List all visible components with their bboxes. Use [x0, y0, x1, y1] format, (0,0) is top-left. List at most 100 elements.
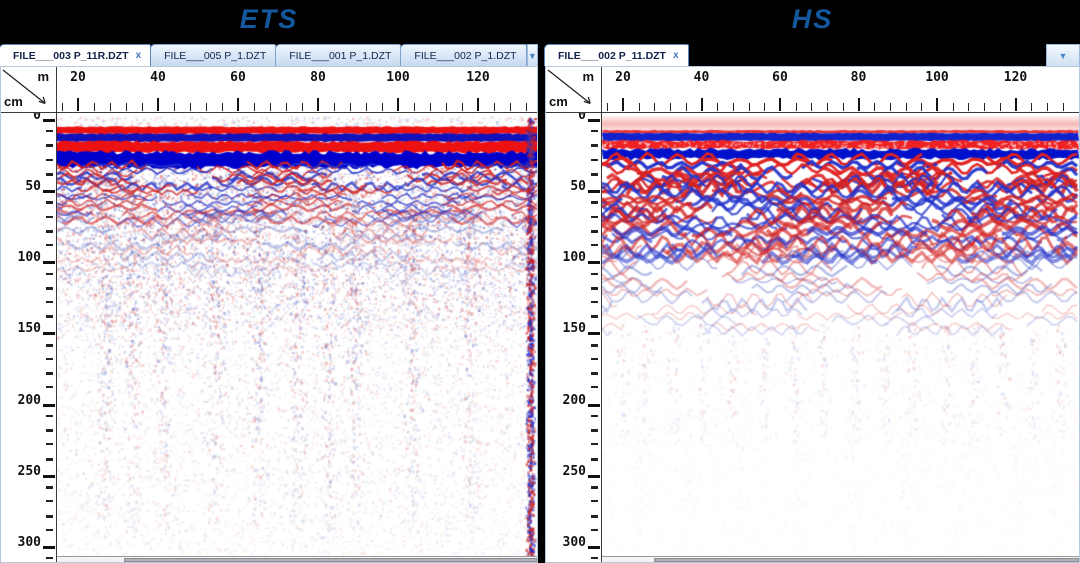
radargram-view-ets[interactable] [57, 113, 537, 556]
ruler-tick [796, 103, 797, 111]
ruler-tick [591, 358, 598, 360]
ruler-tick [46, 443, 53, 445]
ruler-tick [110, 103, 111, 111]
ruler-tick [43, 546, 55, 549]
ruler-tick [414, 103, 415, 111]
ruler-tick [46, 130, 53, 132]
ruler-tick [157, 98, 159, 111]
ruler-tick [1031, 103, 1032, 111]
ruler-tick [94, 103, 95, 111]
ruler-tick [46, 230, 53, 233]
tab-menu-dropdown-icon[interactable]: ▼ [1046, 44, 1080, 66]
ruler-tick [430, 103, 431, 111]
tabbar-spacer [689, 44, 1046, 66]
ruler-tick [843, 103, 844, 111]
ruler-tick [588, 475, 600, 478]
tab-file-005[interactable]: FILE___005 P_1.DZT [150, 44, 276, 66]
ruler-tick [510, 103, 511, 111]
ruler-tick [874, 103, 875, 111]
ruler-tick [1047, 103, 1048, 111]
h-ruler-label: 40 [694, 70, 710, 85]
ruler-tick [46, 159, 53, 161]
ruler-tick [717, 103, 718, 111]
close-icon[interactable]: x [136, 50, 142, 61]
horizontal-scrollbar[interactable] [57, 556, 537, 562]
ruler-tick [302, 103, 303, 111]
v-ruler-label: 50 [570, 179, 586, 194]
tab-file-001[interactable]: FILE___001 P_1.DZT [275, 44, 401, 66]
close-icon[interactable]: x [673, 50, 679, 61]
scrollbar-thumb[interactable] [654, 558, 1079, 562]
ruler-tick [779, 98, 781, 111]
ruler-tick [591, 429, 598, 432]
scrollbar-thumb[interactable] [124, 558, 537, 562]
ruler-tick [984, 103, 985, 111]
vertical-ruler: 050100150200250300 [546, 113, 602, 562]
ruler-tick [286, 103, 287, 111]
ruler-tick [494, 103, 495, 111]
ruler-tick [43, 119, 55, 122]
ruler-tick [46, 486, 53, 489]
ruler-tick [46, 273, 53, 275]
ruler-tick [43, 190, 55, 193]
ruler-tick [701, 98, 703, 111]
ruler-tick [46, 386, 53, 388]
h-ruler-label: 120 [1004, 70, 1027, 85]
radargram-canvas[interactable] [57, 113, 537, 556]
ruler-tick [622, 98, 624, 111]
viewer-content: m cm 20406080100120 050100150200250300 [545, 66, 1080, 563]
ruler-tick [591, 315, 598, 318]
ruler-tick [591, 415, 598, 417]
ruler-tick [190, 103, 191, 111]
horizontal-ruler: 20406080100120 [602, 67, 1079, 113]
ruler-tick [46, 301, 53, 303]
ruler-tick [350, 103, 351, 111]
ruler-tick [397, 98, 399, 111]
ruler-tick [591, 486, 598, 489]
ruler-tick [591, 458, 598, 461]
ruler-tick [953, 103, 954, 111]
tab-menu-dropdown-icon[interactable]: ▼ [527, 44, 538, 66]
ruler-tick [46, 287, 53, 290]
h-ruler-label: 60 [230, 70, 246, 85]
tab-file-003[interactable]: FILE___003 P_11R.DZT x [0, 44, 151, 66]
ruler-tick [237, 98, 239, 111]
v-ruler-label: 200 [563, 393, 586, 408]
h-ruler-unit-label: m [582, 69, 594, 84]
horizontal-scrollbar[interactable] [602, 556, 1079, 562]
ruler-tick [906, 103, 907, 111]
v-ruler-label: 150 [18, 321, 41, 336]
ruler-tick [890, 103, 891, 111]
h-ruler-label: 20 [70, 70, 86, 85]
radargram-view-hs[interactable] [602, 113, 1079, 556]
ruler-tick [827, 103, 828, 111]
ruler-tick [588, 404, 600, 407]
ruler-tick [936, 98, 938, 111]
v-ruler-label: 300 [563, 535, 586, 550]
tab-file-002-p11[interactable]: FILE___002 P_11.DZT x [544, 44, 689, 66]
ruler-tick [749, 103, 750, 111]
ruler-tick [446, 103, 447, 111]
vertical-ruler: 050100150200250300 [1, 113, 57, 562]
ruler-tick [46, 344, 53, 347]
radargram-canvas[interactable] [602, 113, 1079, 556]
ruler-tick [317, 98, 319, 111]
v-ruler-label: 200 [18, 393, 41, 408]
radargram-panel-ets: FILE___003 P_11R.DZT x FILE___005 P_1.DZ… [0, 44, 538, 563]
ruler-tick [591, 386, 598, 388]
ruler-tick [366, 103, 367, 111]
v-ruler-label: 300 [18, 535, 41, 550]
h-ruler-label: 100 [925, 70, 948, 85]
ruler-tick [526, 103, 527, 111]
h-ruler-unit-label: m [37, 69, 49, 84]
h-ruler-label: 40 [150, 70, 166, 85]
ruler-tick [46, 173, 53, 176]
v-ruler-label: 0 [33, 113, 41, 123]
h-ruler-label: 20 [615, 70, 631, 85]
v-ruler-label: 150 [563, 321, 586, 336]
ruler-tick [733, 103, 734, 111]
ruler-tick [46, 515, 53, 518]
tab-file-002[interactable]: FILE___002 P_1.DZT [400, 44, 526, 66]
ruler-tick [607, 103, 608, 111]
horizontal-ruler: 20406080100120 [57, 67, 537, 113]
